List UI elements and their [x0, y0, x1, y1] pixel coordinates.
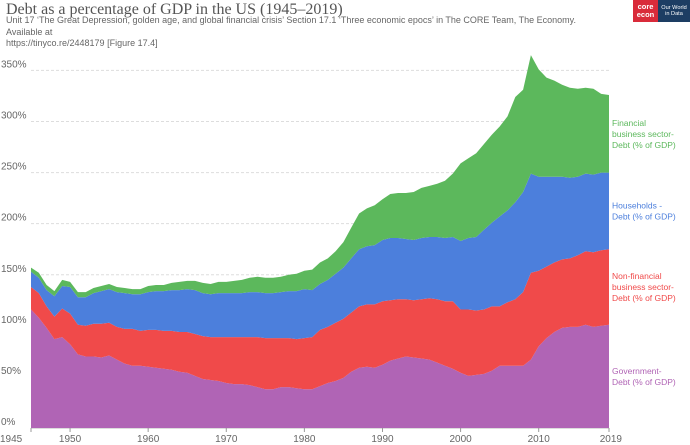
subtitle-line-1: Unit 17 ‘The Great Depression, golden ag…	[6, 15, 576, 37]
y-tick-label-100: 100%	[1, 315, 27, 326]
series-label-4-line-1: Financial	[612, 118, 646, 128]
series-label-2-line-1: Non-financial	[612, 271, 662, 281]
core-logo-bottom: econ	[636, 10, 655, 19]
chart-subtitle: Unit 17 ‘The Great Depression, golden ag…	[6, 15, 606, 50]
core-logo-top: core	[637, 2, 654, 11]
y-axis-ticks: 0% 50% 100% 150% 200% 250% 300% 350%	[1, 59, 27, 428]
x-tick-label-1950: 1950	[59, 434, 82, 445]
series-label-1-line-1: Government-	[612, 366, 662, 376]
series-label-2-line-3: Debt (% of GDP)	[612, 293, 676, 303]
x-tick-label-1945: 1945	[0, 434, 23, 445]
y-tick-label-350: 350%	[1, 59, 27, 70]
x-tick-label-1980: 1980	[293, 434, 316, 445]
area-series-3[interactable]	[31, 172, 609, 340]
series-label-3-line-1: Households -	[612, 200, 662, 210]
subtitle-line-2[interactable]: https://tinyco.re/2448179 [Figure 17.4]	[6, 38, 158, 48]
x-tick-label-2019: 2019	[600, 434, 623, 445]
owid-logo-line-1: Our World	[661, 4, 687, 11]
y-tick-label-250: 250%	[1, 162, 27, 173]
x-axis-ticks: 1945 1950 1960 1970 1980 1990 2000 2010 2019	[0, 428, 622, 445]
series-label-4-line-3: Debt (% of GDP)	[612, 140, 676, 150]
x-tick-label-1970: 1970	[215, 434, 238, 445]
series-labels: Government-Debt (% of GDP)Non-financialb…	[612, 118, 676, 387]
area-series-2[interactable]	[31, 249, 609, 390]
owid-logo[interactable]: Our World in Data	[658, 0, 690, 22]
y-tick-label-50: 50%	[1, 366, 21, 377]
x-tick-label-1960: 1960	[137, 434, 160, 445]
x-tick-label-2010: 2010	[528, 434, 551, 445]
area-series-4[interactable]	[31, 55, 609, 298]
y-tick-label-200: 200%	[1, 213, 27, 224]
y-tick-label-0: 0%	[1, 417, 16, 428]
x-tick-label-2000: 2000	[449, 434, 472, 445]
owid-logo-line-2: in Data	[665, 11, 683, 17]
series-label-2-line-2: business sector-	[612, 282, 674, 292]
core-econ-logo[interactable]: core econ	[633, 0, 658, 22]
series-label-4-line-2: business sector-	[612, 129, 674, 139]
chart-title: Debt as a percentage of GDP in the US (1…	[6, 1, 343, 18]
area-series-1[interactable]	[31, 309, 609, 429]
series-label-1-line-2: Debt (% of GDP)	[612, 377, 676, 387]
series-label-3-line-2: Debt (% of GDP)	[612, 211, 676, 221]
area-series[interactable]	[31, 55, 609, 428]
logo[interactable]: core econ Our World in Data	[633, 0, 690, 22]
y-tick-label-150: 150%	[1, 264, 27, 275]
x-tick-label-1990: 1990	[371, 434, 394, 445]
y-tick-label-300: 300%	[1, 111, 27, 122]
